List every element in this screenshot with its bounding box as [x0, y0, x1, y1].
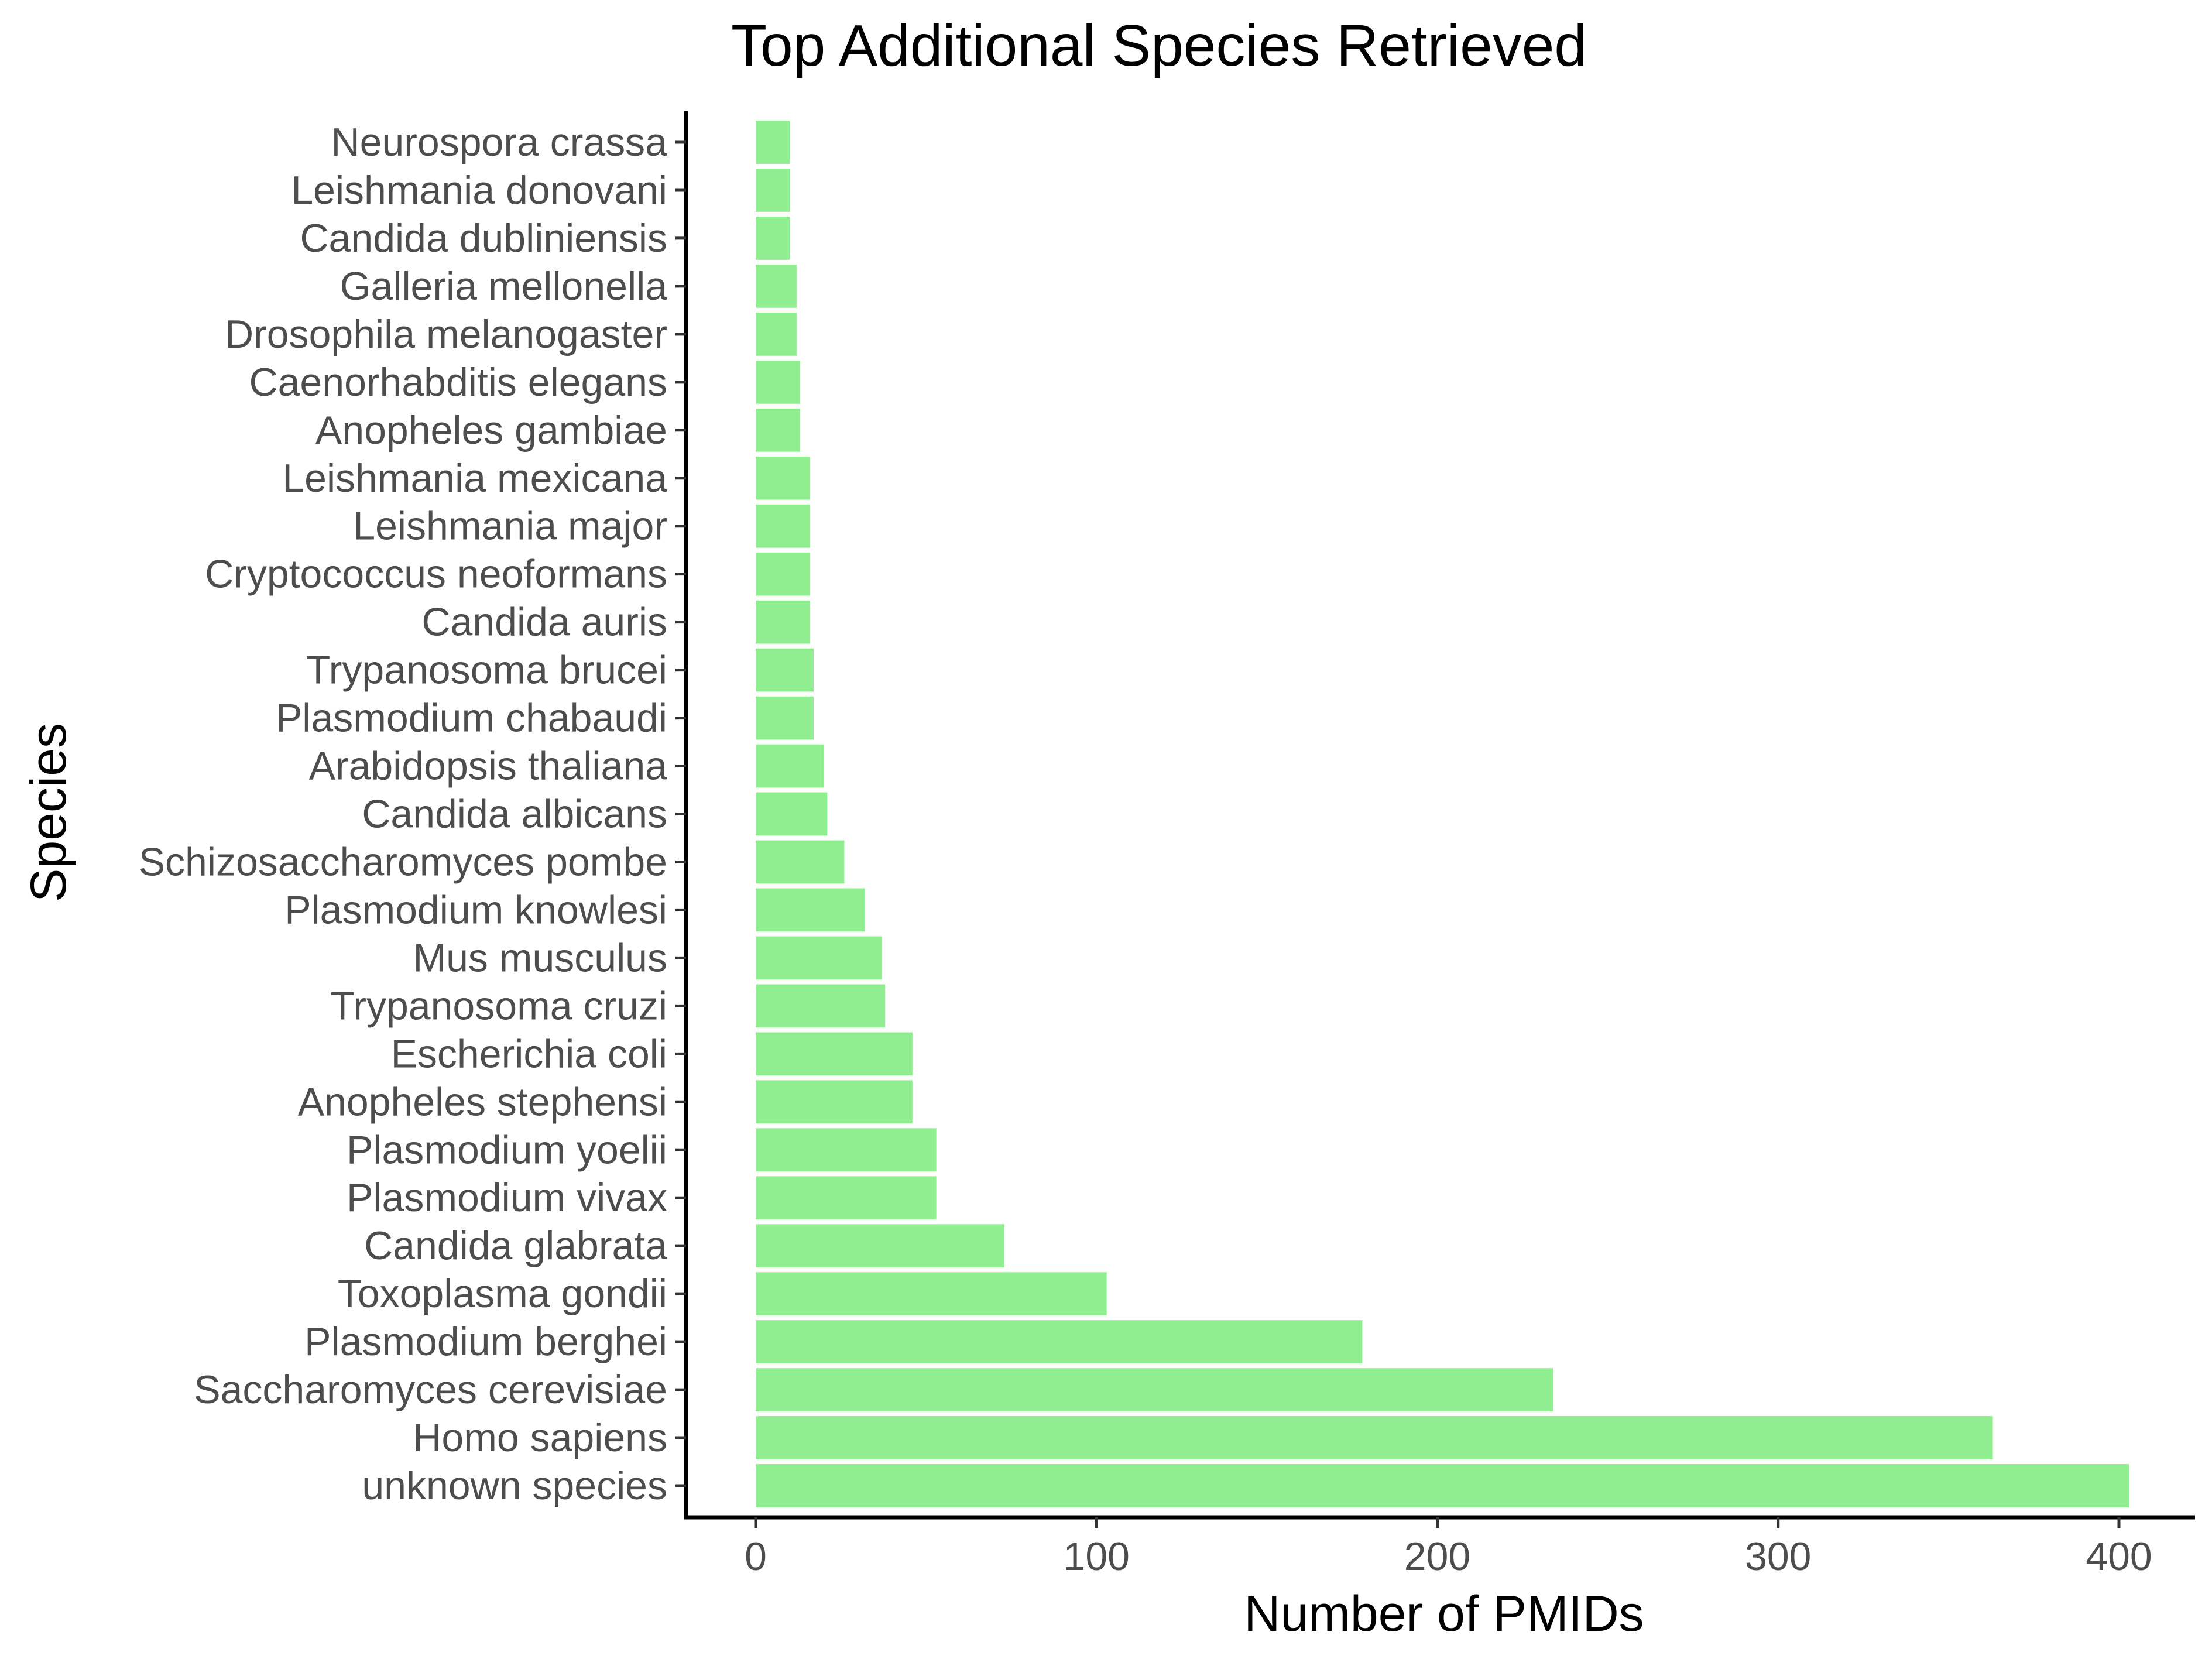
bar-homo-sapiens [756, 1416, 1993, 1459]
bar-unknown-species [756, 1464, 2129, 1507]
y-tick-label: Galleria mellonella [340, 264, 668, 309]
y-tick-label: Caenorhabditis elegans [249, 360, 668, 405]
bars-group [756, 121, 2129, 1507]
bar-anopheles-stephensi [756, 1080, 913, 1124]
bar-leishmania-major [756, 504, 811, 548]
y-tick-label: Leishmania donovani [291, 168, 667, 212]
y-tick-label: Trypanosoma cruzi [330, 983, 667, 1028]
y-tick-label: Plasmodium chabaudi [276, 696, 667, 741]
y-tick-label: Schizosaccharomyces pombe [139, 839, 667, 884]
bar-arabidopsis-thaliana [756, 744, 824, 788]
y-tick-label: Cryptococcus neoformans [205, 552, 667, 597]
x-tick-label: 0 [745, 1534, 767, 1579]
bar-neurospora-crassa [756, 121, 790, 164]
bar-plasmodium-yoelii [756, 1128, 937, 1172]
y-axis-title: Species [20, 723, 77, 902]
bar-saccharomyces-cerevisiae [756, 1368, 1553, 1411]
bar-candida-albicans [756, 792, 828, 836]
x-tick-label: 100 [1064, 1534, 1130, 1579]
bar-candida-auris [756, 600, 811, 644]
chart-title: Top Additional Species Retrieved [731, 13, 1587, 78]
x-tick-label: 200 [1404, 1534, 1470, 1579]
x-tick-label: 400 [2086, 1534, 2152, 1579]
bar-cryptococcus-neoformans [756, 552, 811, 596]
bar-caenorhabditis-elegans [756, 360, 800, 404]
y-tick-label: Leishmania mexicana [282, 456, 667, 501]
y-tick-label: Arabidopsis thaliana [309, 744, 668, 789]
x-axis: 0 100 200 300 400 [684, 1515, 2195, 1579]
bar-toxoplasma-gondii [756, 1272, 1107, 1316]
bar-plasmodium-vivax [756, 1176, 937, 1220]
bar-trypanosoma-cruzi [756, 984, 886, 1028]
y-tick-label: Candida albicans [362, 792, 667, 837]
y-tick-label: Anopheles gambiae [315, 408, 667, 453]
bar-plasmodium-chabaudi [756, 696, 814, 740]
bar-plasmodium-berghei [756, 1320, 1363, 1363]
y-tick-label: Neurospora crassa [331, 120, 668, 164]
y-tick-label: Saccharomyces cerevisiae [194, 1367, 667, 1412]
x-axis-title: Number of PMIDs [1244, 1586, 1644, 1642]
y-tick-label: Escherichia coli [391, 1031, 667, 1076]
bar-galleria-mellonella [756, 265, 797, 308]
bar-leishmania-donovani [756, 169, 790, 212]
bar-candida-dubliniensis [756, 217, 790, 260]
bar-drosophila-melanogaster [756, 312, 797, 356]
y-tick-label: Candida auris [421, 600, 667, 645]
x-tick-label: 300 [1745, 1534, 1811, 1579]
y-tick-label: Candida dubliniensis [300, 216, 667, 260]
bar-schizosaccharomyces-pombe [756, 840, 845, 884]
y-tick-label: Plasmodium knowlesi [284, 887, 667, 932]
y-tick-label: Trypanosoma brucei [306, 648, 667, 693]
y-tick-label: unknown species [362, 1463, 667, 1508]
y-tick-label: Leishmania major [353, 504, 667, 549]
bar-leishmania-mexicana [756, 456, 811, 500]
bar-plasmodium-knowlesi [756, 888, 865, 932]
y-tick-label: Mus musculus [413, 935, 667, 980]
y-tick-label: Anopheles stephensi [298, 1079, 667, 1124]
bar-candida-glabrata [756, 1224, 1005, 1268]
y-tick-label: Plasmodium yoelii [347, 1127, 667, 1172]
bar-mus-musculus [756, 936, 882, 980]
y-tick-label: Toxoplasma gondii [338, 1271, 667, 1316]
y-tick-label: Plasmodium berghei [304, 1319, 667, 1364]
y-tick-label: Candida glabrata [364, 1223, 667, 1268]
y-tick-label: Drosophila melanogaster [225, 312, 667, 357]
bar-anopheles-gambiae [756, 408, 800, 452]
bar-trypanosoma-brucei [756, 648, 814, 692]
bar-escherichia-coli [756, 1032, 913, 1076]
y-tick-label: Plasmodium vivax [347, 1175, 667, 1220]
y-tick-label: Homo sapiens [413, 1415, 667, 1460]
